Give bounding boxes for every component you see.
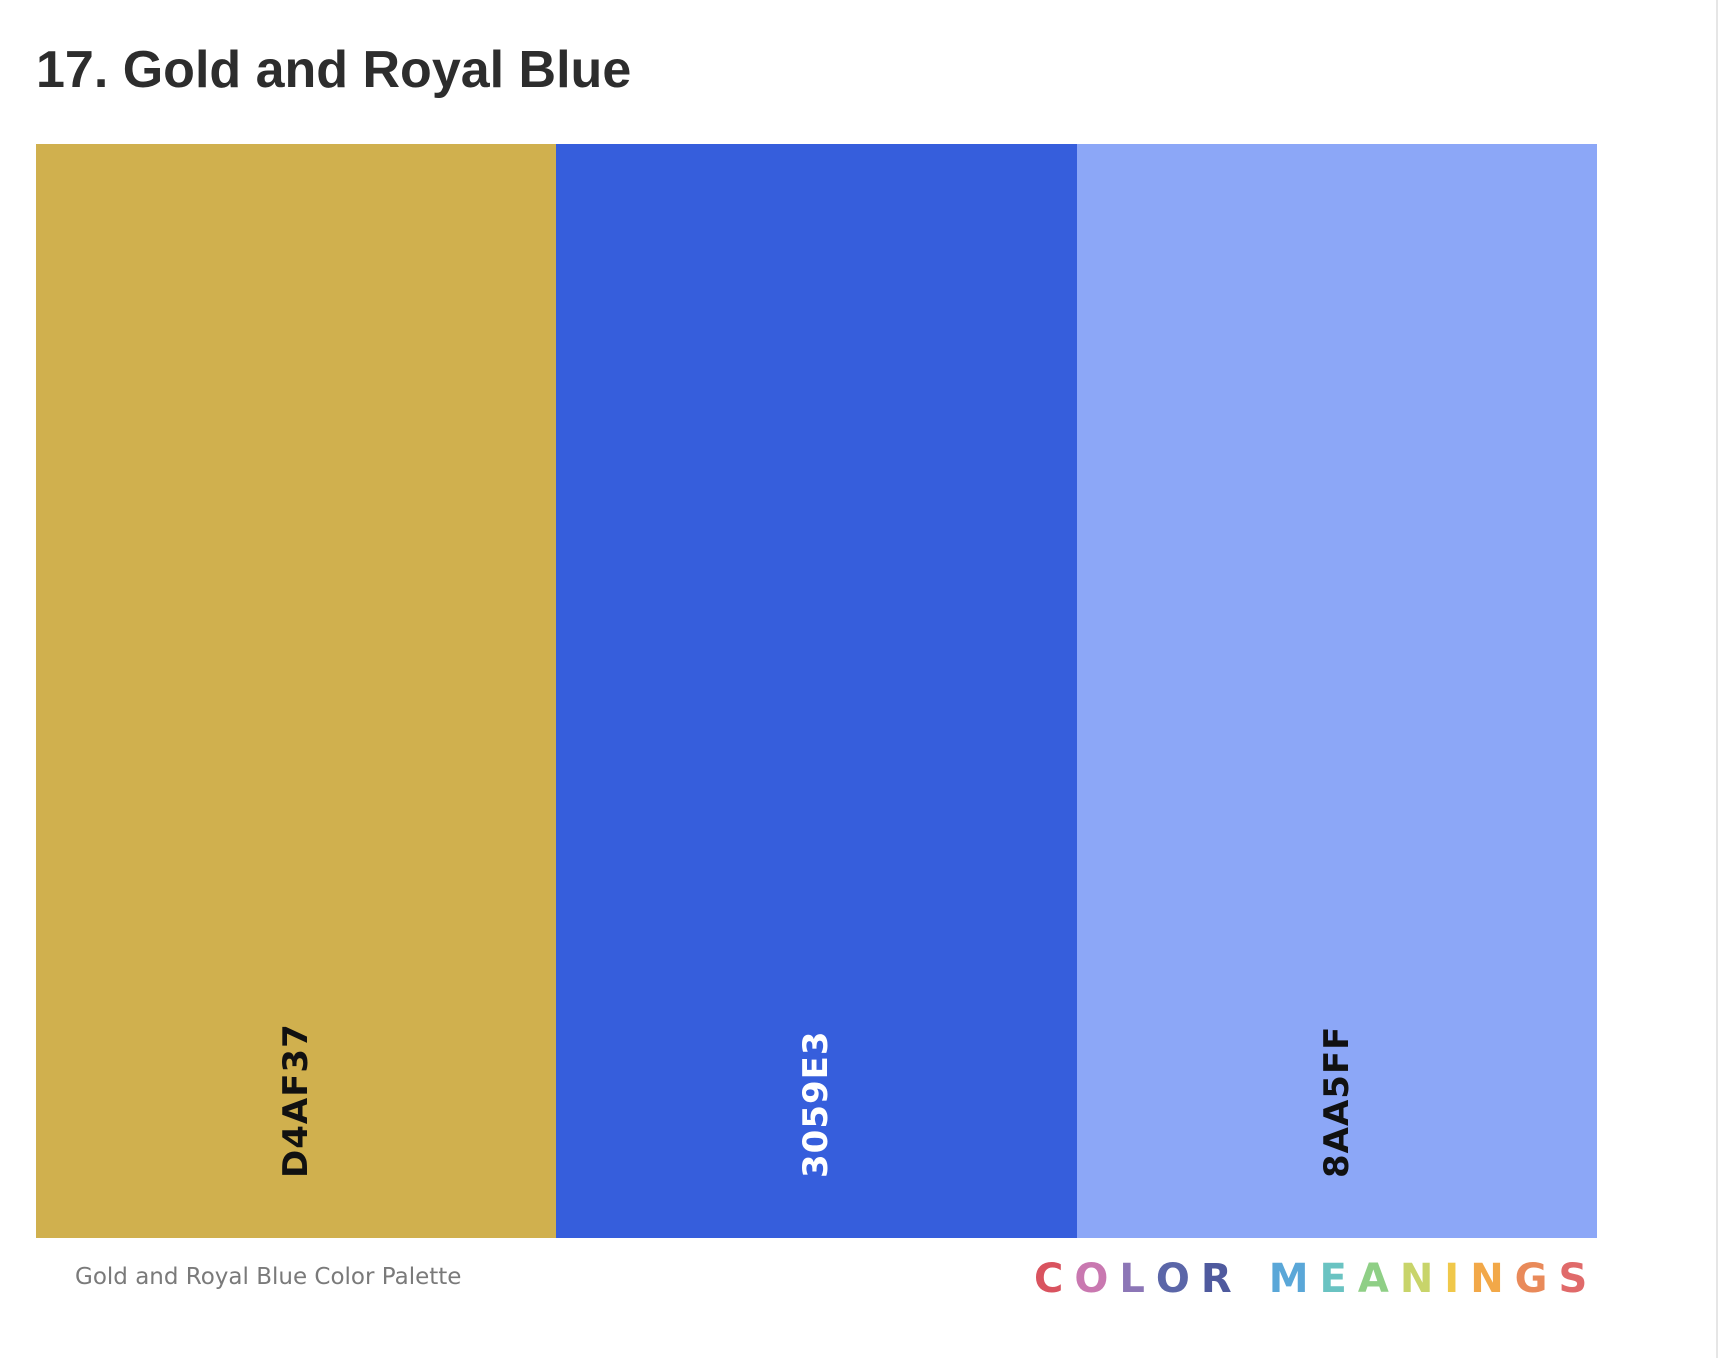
color-swatch-gold: D4AF37 (36, 144, 557, 1238)
brand-letter: O (1074, 1256, 1120, 1302)
hex-code-label: D4AF37 (276, 1023, 317, 1178)
brand-letter: M (1268, 1256, 1320, 1302)
brand-space (1243, 1254, 1269, 1304)
palette-title: 17. Gold and Royal Blue (36, 41, 632, 99)
brand-letter: N (1470, 1256, 1515, 1302)
brand-letter: N (1399, 1256, 1445, 1302)
brand-letter: O (1155, 1256, 1201, 1302)
brand-letter: C (1034, 1256, 1075, 1302)
hex-code-label: 3059E3 (796, 1030, 837, 1178)
color-palette: D4AF37 3059E3 8AA5FF (36, 144, 1597, 1238)
hex-code-label: 8AA5FF (1316, 1025, 1357, 1178)
page-edge-divider (1716, 0, 1718, 1358)
brand-letter: E (1319, 1256, 1358, 1302)
brand-letter: I (1444, 1256, 1471, 1302)
brand-letter: S (1558, 1256, 1599, 1302)
color-swatch-royal-blue: 3059E3 (556, 144, 1077, 1238)
brand-letter: L (1119, 1256, 1156, 1302)
brand-letter: G (1514, 1256, 1559, 1302)
color-swatch-light-blue: 8AA5FF (1076, 144, 1597, 1238)
brand-letter: A (1357, 1256, 1400, 1302)
palette-caption: Gold and Royal Blue Color Palette (75, 1264, 462, 1290)
brand-letter: R (1200, 1256, 1243, 1302)
